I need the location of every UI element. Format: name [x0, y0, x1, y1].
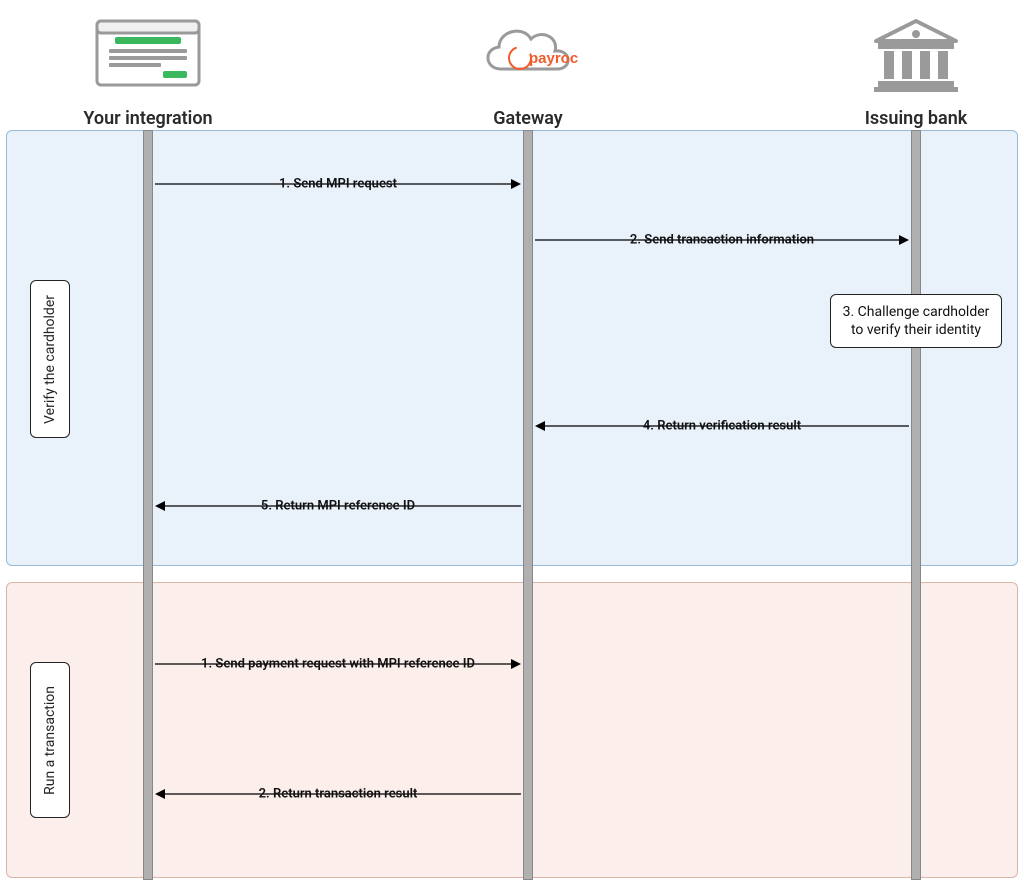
- svg-text:payroc: payroc: [529, 50, 578, 67]
- phase-verify-label: Verify the cardholder: [30, 280, 70, 438]
- phase-verify-label-text: Verify the cardholder: [42, 295, 58, 424]
- msg-label-6: 1. Send payment request with MPI referen…: [195, 657, 481, 672]
- msg-label-1: 1. Send MPI request: [273, 177, 403, 192]
- note-challenge-cardholder: 3. Challenge cardholder to verify their …: [830, 294, 1002, 348]
- bank-icon: [868, 15, 964, 99]
- lifeline-bank: [911, 130, 921, 880]
- integration-icon: [93, 15, 203, 94]
- integration-label: Your integration: [83, 108, 212, 129]
- msg-label-5: 5. Return MPI reference ID: [255, 499, 421, 514]
- phase-run-box: [6, 582, 1018, 878]
- note-line-1: 3. Challenge cardholder: [841, 303, 991, 321]
- gateway-icon: payroc: [473, 15, 583, 94]
- phase-run-label-text: Run a transaction: [42, 686, 58, 795]
- msg-label-7: 2. Return transaction result: [253, 787, 424, 802]
- msg-label-4: 4. Return verification result: [637, 419, 807, 434]
- bank-label: Issuing bank: [865, 108, 968, 129]
- lifeline-integration: [143, 130, 153, 880]
- note-line-2: to verify their identity: [841, 321, 991, 339]
- lifeline-gateway: [523, 130, 533, 880]
- phase-run-label: Run a transaction: [30, 662, 70, 818]
- msg-label-2: 2. Send transaction information: [624, 233, 820, 248]
- gateway-label: Gateway: [493, 108, 562, 129]
